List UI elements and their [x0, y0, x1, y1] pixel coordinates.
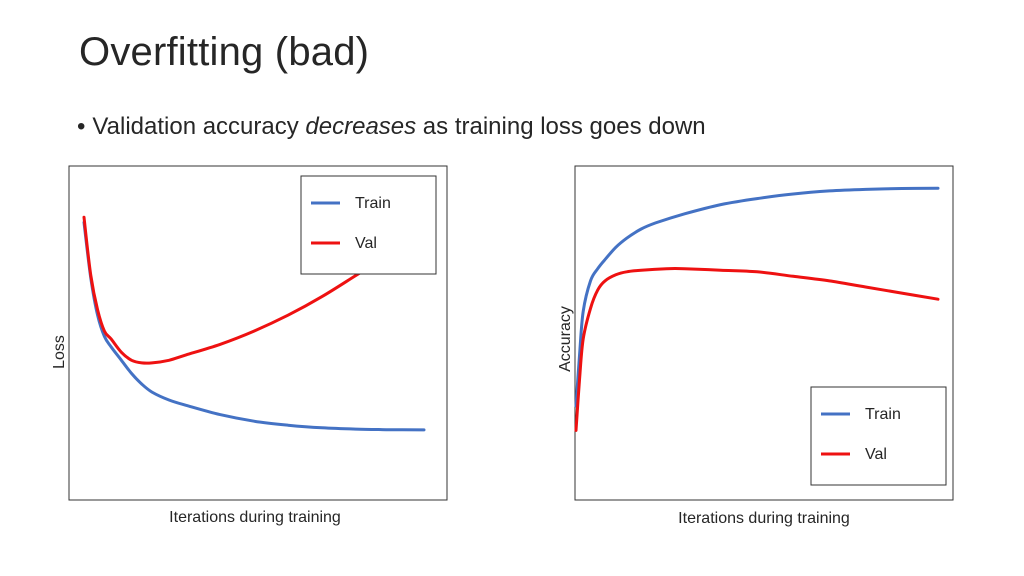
legend-box — [810, 386, 947, 486]
legend-label-val: Val — [355, 235, 377, 252]
y-axis-label: Accuracy — [557, 306, 574, 372]
bullet-text-before: Validation accuracy — [92, 113, 306, 140]
x-axis-label: Iterations during training — [169, 509, 341, 526]
bullet-emphasis: decreases — [305, 113, 417, 140]
plot-frame — [574, 165, 954, 501]
accuracy-chart-group: Train Val Iterations during training Accura… — [557, 165, 954, 527]
bullet-text-after: as training loss goes down — [416, 113, 706, 140]
plot-frame — [68, 165, 448, 501]
series-line-train — [82, 220, 426, 432]
legend-box — [300, 175, 437, 275]
bullet-point: • Validation accuracy decreases as traini… — [77, 113, 706, 141]
x-axis-label: Iterations during training — [678, 510, 850, 527]
legend-label-val: Val — [865, 446, 887, 463]
legend-label-train: Train — [355, 195, 391, 212]
y-axis-label: Loss — [51, 335, 68, 369]
legend-label-train: Train — [865, 406, 901, 423]
series-line-val — [82, 215, 412, 365]
bullet-symbol: • — [77, 113, 86, 140]
loss-chart-group: Train Val Iterations during training Loss — [51, 165, 448, 526]
slide-title: Overfitting (bad) — [79, 30, 370, 74]
series-line-val — [574, 266, 940, 432]
series-line-train — [574, 186, 940, 408]
